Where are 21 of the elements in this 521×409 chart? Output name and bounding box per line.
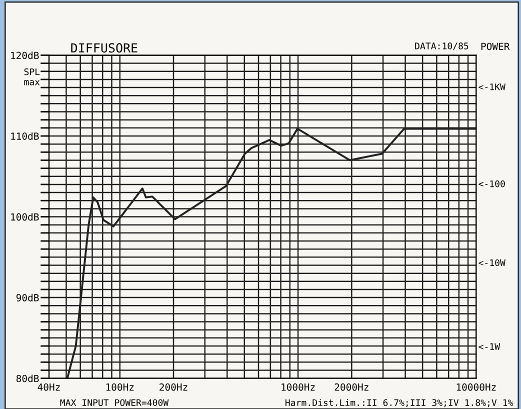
x-tick-label: 10000Hz [456, 383, 496, 391]
text: DATA:10/85 [415, 42, 468, 50]
x-tick-label: 1000Hz [282, 383, 315, 391]
text: Harm.Dist.Lim.:II 6.7%;III 3%;IV 1.8%;V 1% [286, 399, 514, 408]
y-axis-title: SPL max [24, 68, 40, 86]
y-tick-label: 120dB [11, 52, 39, 60]
x-tick-label: 200Hz [160, 383, 188, 391]
text: <-100 [478, 180, 505, 188]
text: MAX INPUT POWER=400W [60, 399, 169, 406]
x-tick-label: 40Hz [38, 383, 60, 391]
chart-title: DIFFUSORE [71, 43, 138, 53]
y-tick-label: 90dB [16, 294, 39, 302]
text: <-1W [478, 343, 500, 350]
y-tick-label: 80dB [16, 374, 39, 382]
y-tick-label: 100dB [11, 213, 39, 221]
x-tick-label: 100Hz [106, 383, 134, 391]
text: <-1KW [478, 84, 506, 90]
text: <-10W [478, 259, 506, 266]
y-tick-label: 110dB [11, 132, 39, 140]
x-tick-label: 2000Hz [334, 383, 368, 391]
y2-axis-title: POWER [481, 42, 510, 50]
